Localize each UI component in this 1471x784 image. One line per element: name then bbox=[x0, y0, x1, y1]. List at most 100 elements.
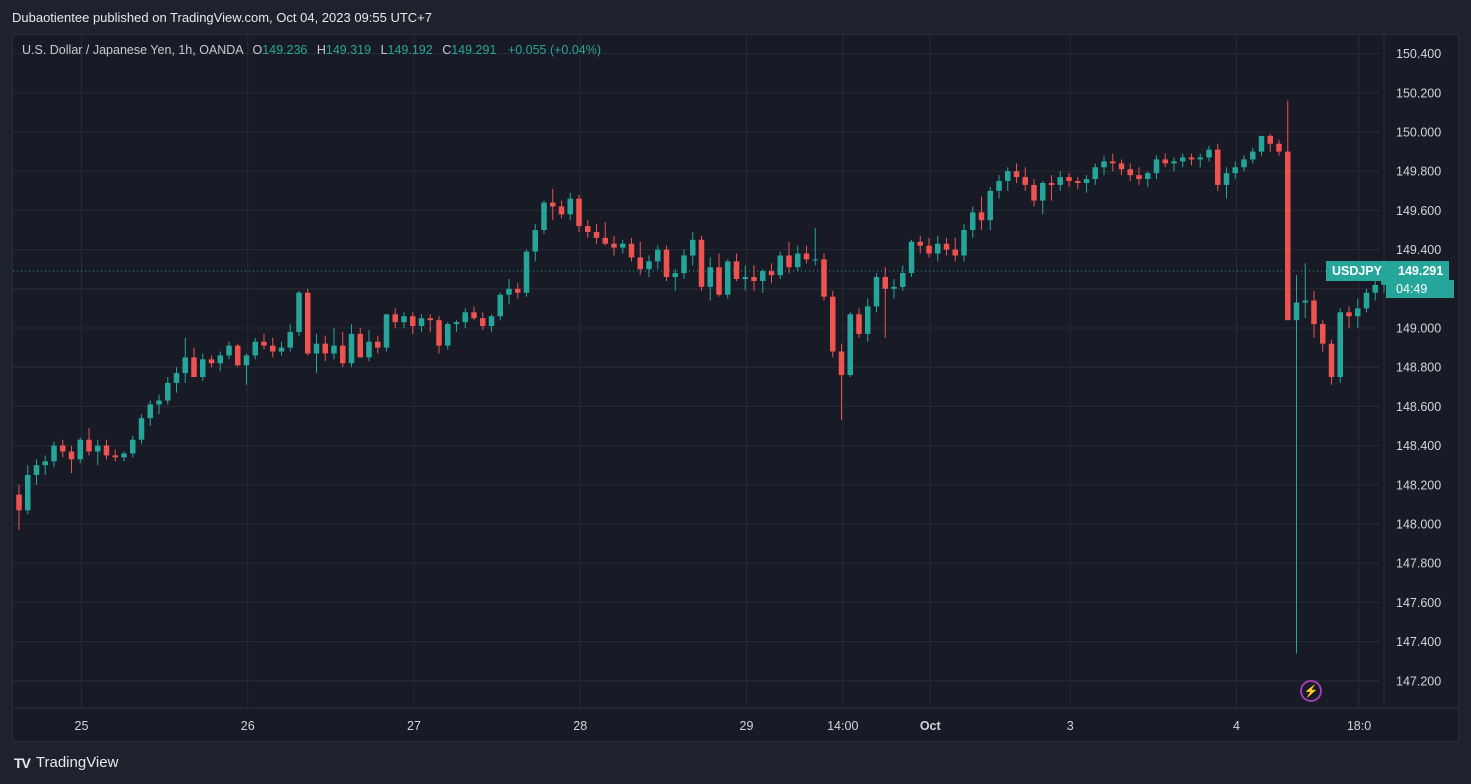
candle-body-down bbox=[558, 206, 565, 215]
candle-body-down bbox=[261, 341, 267, 346]
candle-body-down bbox=[698, 239, 705, 287]
candle-body-down bbox=[1110, 161, 1116, 164]
candle-body-down bbox=[926, 245, 932, 254]
candle-body-up bbox=[1241, 159, 1247, 168]
x-tick-label: 27 bbox=[407, 719, 421, 733]
candle-body-up bbox=[1083, 179, 1090, 183]
open-label: O bbox=[252, 43, 263, 57]
candle-body-up bbox=[445, 324, 451, 346]
y-tick-label: 147.600 bbox=[1396, 596, 1441, 610]
candle-body-down bbox=[1022, 177, 1028, 185]
y-tick-label: 149.400 bbox=[1396, 243, 1441, 257]
candle-body-up bbox=[173, 373, 180, 383]
y-tick-label: 149.800 bbox=[1396, 165, 1441, 179]
candle-body-up bbox=[961, 230, 967, 256]
x-tick-label: 4 bbox=[1233, 719, 1240, 733]
low-label: L bbox=[380, 43, 388, 57]
candle-body-up bbox=[252, 341, 258, 356]
candle-body-down bbox=[978, 212, 985, 221]
candle-body-down bbox=[838, 351, 845, 376]
candle-body-up bbox=[900, 273, 906, 287]
candle-body-up bbox=[200, 359, 206, 377]
candle-body-up bbox=[655, 249, 661, 262]
y-tick-label: 148.600 bbox=[1396, 400, 1441, 414]
candle-body-down bbox=[786, 255, 792, 268]
candle-body-up bbox=[1381, 279, 1387, 285]
x-tick-label: 25 bbox=[75, 719, 89, 733]
candle-body-up bbox=[506, 288, 512, 295]
candle-body-down bbox=[882, 277, 888, 289]
candle-body-up bbox=[935, 243, 941, 254]
candle-body-down bbox=[1048, 182, 1055, 185]
candle-body-up bbox=[243, 355, 250, 366]
candle-body-down bbox=[357, 333, 363, 358]
candle-body-down bbox=[663, 249, 670, 278]
candle-body-up bbox=[795, 253, 801, 268]
candle-body-up bbox=[130, 439, 136, 454]
candle-body-up bbox=[278, 347, 285, 352]
candle-body-up bbox=[147, 404, 153, 419]
candle-body-up bbox=[873, 277, 880, 307]
candle-body-down bbox=[1075, 181, 1081, 183]
y-tick-label: 148.800 bbox=[1396, 361, 1441, 375]
candle-body-down bbox=[436, 320, 442, 346]
candle-body-down bbox=[830, 296, 836, 352]
candle-body-up bbox=[1223, 173, 1230, 185]
tradingview-brand[interactable]: TV TradingView bbox=[14, 754, 118, 771]
x-tick-label: 3 bbox=[1067, 719, 1074, 733]
candle-body-up bbox=[25, 475, 31, 511]
candle-body-up bbox=[51, 445, 57, 462]
candle-body-up bbox=[497, 294, 503, 317]
candle-body-up bbox=[1171, 161, 1177, 164]
candle-body-up bbox=[1180, 157, 1186, 162]
last-price-tag: USDJPY 149.291 bbox=[1326, 261, 1450, 281]
candle-body-up bbox=[348, 333, 355, 364]
candle-body-down bbox=[191, 357, 197, 377]
candle-body-down bbox=[86, 439, 92, 452]
candle-body-down bbox=[821, 259, 827, 297]
candle-body-up bbox=[1092, 167, 1098, 180]
candle-body-down bbox=[1136, 175, 1142, 180]
candle-body-up bbox=[742, 277, 748, 279]
high-value: 149.319 bbox=[325, 43, 372, 57]
candle-body-up bbox=[1206, 149, 1212, 158]
candle-body-up bbox=[812, 259, 818, 261]
candle-body-up bbox=[1363, 292, 1370, 309]
footer bbox=[0, 742, 1471, 784]
candle-body-up bbox=[1005, 171, 1011, 181]
x-tick-label: 14:00 bbox=[827, 719, 858, 733]
candle-body-down bbox=[471, 312, 477, 319]
y-tick-label: 147.800 bbox=[1396, 557, 1441, 571]
candle-body-down bbox=[602, 237, 608, 244]
candle-body-up bbox=[121, 453, 127, 458]
candle-body-up bbox=[1302, 300, 1308, 303]
candle-body-down bbox=[593, 231, 600, 238]
candle-body-down bbox=[235, 345, 241, 366]
candle-body-up bbox=[366, 341, 372, 358]
candle-body-up bbox=[707, 267, 713, 287]
candle-body-down bbox=[943, 243, 950, 250]
candle-body-up bbox=[532, 230, 538, 252]
candle-body-down bbox=[856, 314, 862, 334]
candle-body-down bbox=[480, 318, 486, 327]
lightning-alert-icon[interactable]: ⚡ bbox=[1300, 680, 1322, 702]
candlestick-chart[interactable]: 150.400 150.200 150.000 149.800 149.600 149.4… bbox=[0, 0, 1471, 742]
candle-body-up bbox=[1258, 135, 1265, 152]
close-label: C bbox=[442, 43, 452, 57]
candle-body-up bbox=[287, 331, 293, 348]
candle-body-down bbox=[716, 267, 722, 295]
candle-body-down bbox=[751, 277, 757, 281]
y-tick-label: 148.200 bbox=[1396, 478, 1441, 492]
y-tick-label: 148.400 bbox=[1396, 439, 1441, 453]
candle-body-down bbox=[952, 249, 958, 256]
candle-body-down bbox=[60, 445, 66, 452]
candle-body-up bbox=[690, 239, 696, 256]
candle-body-up bbox=[77, 439, 83, 460]
candle-body-down bbox=[1320, 324, 1326, 344]
y-tick-label: 147.200 bbox=[1396, 674, 1441, 688]
candle-body-up bbox=[760, 271, 766, 281]
candle-body-down bbox=[1285, 151, 1291, 321]
candle-body-down bbox=[68, 451, 75, 460]
x-tick-label: 29 bbox=[740, 719, 754, 733]
candle-body-up bbox=[156, 400, 162, 405]
